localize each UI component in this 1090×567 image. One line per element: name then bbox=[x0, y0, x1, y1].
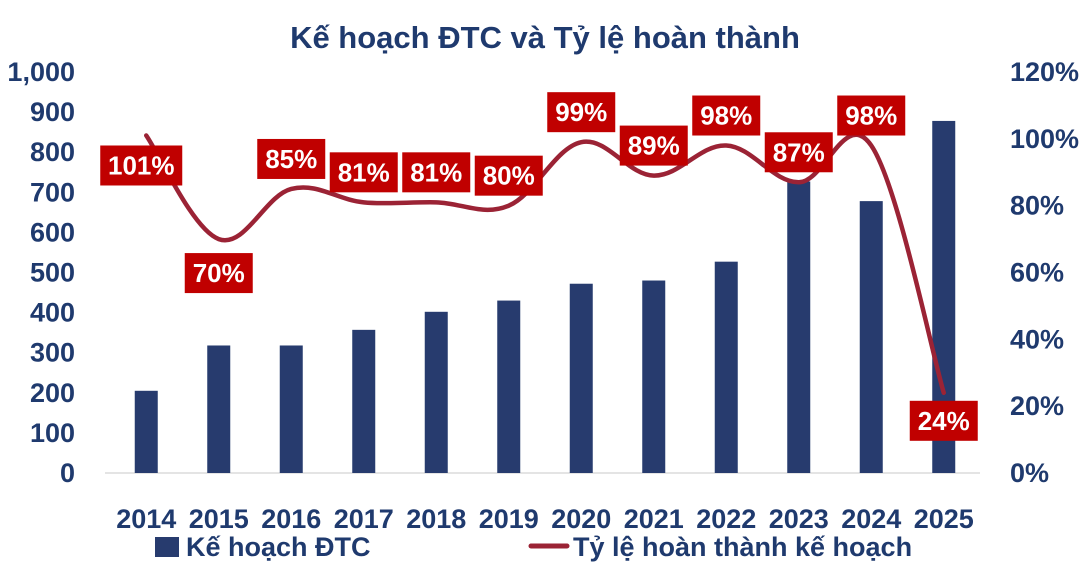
x-tick-label: 2015 bbox=[189, 504, 249, 534]
x-tick-label: 2014 bbox=[116, 504, 176, 534]
data-label-box bbox=[764, 132, 833, 173]
completion-rate-line bbox=[144, 132, 946, 396]
data-label-2023: 87% bbox=[764, 132, 833, 173]
data-label-text: 70% bbox=[193, 258, 245, 288]
data-label-text: 98% bbox=[845, 101, 897, 131]
data-label-text: 81% bbox=[338, 157, 390, 187]
data-label-text: 85% bbox=[265, 144, 317, 174]
data-label-box bbox=[692, 95, 761, 136]
y-right-tick-label: 100% bbox=[1010, 124, 1079, 154]
bar-2020 bbox=[569, 283, 593, 473]
x-tick-label: 2020 bbox=[551, 504, 611, 534]
data-label-text: 99% bbox=[555, 97, 607, 127]
y-axis-right: 0% 20% 40% 60% 80% 100% 120% bbox=[1010, 57, 1079, 488]
legend: Kế hoạch ĐTC Tỷ lệ hoàn thành kế hoạch bbox=[155, 532, 912, 562]
data-label-2024: 98% bbox=[837, 95, 906, 136]
x-tick-label: 2018 bbox=[406, 504, 466, 534]
data-label-box bbox=[402, 152, 471, 193]
y-left-tick-label: 500 bbox=[30, 258, 75, 288]
y-left-tick-label: 800 bbox=[30, 137, 75, 167]
data-label-2020: 99% bbox=[547, 92, 616, 133]
bar-2016 bbox=[279, 345, 303, 473]
data-label-box bbox=[547, 92, 616, 133]
data-label-text: 80% bbox=[483, 161, 535, 191]
bar-2025 bbox=[932, 120, 956, 473]
x-tick-label: 2016 bbox=[261, 504, 321, 534]
bar-2021 bbox=[642, 280, 666, 473]
x-tick-label: 2017 bbox=[334, 504, 394, 534]
data-label-2021: 89% bbox=[619, 125, 688, 166]
y-right-tick-label: 120% bbox=[1010, 57, 1079, 87]
data-label-box bbox=[909, 400, 978, 441]
y-right-tick-label: 80% bbox=[1010, 191, 1064, 221]
y-left-tick-label: 900 bbox=[30, 97, 75, 127]
x-axis: 2014 2015 2016 2017 2018 2019 2020 2021 2022 2023… bbox=[105, 472, 980, 534]
y-axis-left: 0 100 200 300 400 500 600 700 800 900 1,000 bbox=[7, 57, 75, 488]
data-label-box bbox=[100, 145, 183, 186]
y-left-tick-label: 100 bbox=[30, 418, 75, 448]
bar-2023 bbox=[787, 181, 811, 473]
data-label-2015: 70% bbox=[184, 253, 253, 294]
data-label-text: 87% bbox=[773, 137, 825, 167]
data-label-2014: 101% bbox=[100, 145, 183, 186]
data-label-box bbox=[329, 152, 398, 193]
y-left-tick-label: 400 bbox=[30, 298, 75, 328]
y-left-tick-label: 700 bbox=[30, 177, 75, 207]
legend-label-bar: Kế hoạch ĐTC bbox=[186, 532, 371, 562]
bar-2019 bbox=[497, 300, 521, 473]
bar-2024 bbox=[859, 201, 883, 473]
data-labels: 101% 70% 85% 81% 81% 80% 99% 89% 98% 87% 98% 24% bbox=[100, 92, 978, 441]
data-label-2016: 85% bbox=[257, 138, 326, 179]
data-label-2025: 24% bbox=[909, 400, 978, 441]
y-left-tick-label: 300 bbox=[30, 338, 75, 368]
legend-swatch-bar bbox=[155, 537, 179, 557]
bar-2017 bbox=[352, 329, 376, 473]
y-left-tick-label: 0 bbox=[60, 458, 75, 488]
data-label-box bbox=[184, 253, 253, 294]
data-label-text: 81% bbox=[410, 157, 462, 187]
data-label-text: 98% bbox=[700, 101, 752, 131]
y-right-tick-label: 0% bbox=[1010, 458, 1049, 488]
y-right-tick-label: 60% bbox=[1010, 258, 1064, 288]
data-label-2018: 81% bbox=[402, 152, 471, 193]
y-left-tick-label: 600 bbox=[30, 217, 75, 247]
data-label-2022: 98% bbox=[692, 95, 761, 136]
data-label-box bbox=[257, 138, 326, 179]
data-label-box bbox=[837, 95, 906, 136]
data-label-2019: 80% bbox=[474, 155, 543, 196]
data-label-text: 89% bbox=[628, 131, 680, 161]
bar-2014 bbox=[134, 390, 158, 473]
chart-title: Kế hoạch ĐTC và Tỷ lệ hoàn thành bbox=[290, 20, 800, 55]
data-label-2017: 81% bbox=[329, 152, 398, 193]
data-label-text: 24% bbox=[918, 406, 970, 436]
y-right-tick-label: 20% bbox=[1010, 391, 1064, 421]
y-right-tick-label: 40% bbox=[1010, 324, 1064, 354]
y-left-tick-label: 200 bbox=[30, 378, 75, 408]
legend-label-line: Tỷ lệ hoàn thành kế hoạch bbox=[573, 532, 912, 562]
data-label-box bbox=[619, 125, 688, 166]
line-series bbox=[144, 132, 946, 396]
x-tick-label: 2022 bbox=[696, 504, 756, 534]
x-tick-label: 2025 bbox=[914, 504, 974, 534]
data-label-box bbox=[474, 155, 543, 196]
bar-series bbox=[134, 120, 956, 473]
x-tick-label: 2024 bbox=[841, 504, 901, 534]
x-tick-label: 2023 bbox=[769, 504, 829, 534]
y-left-tick-label: 1,000 bbox=[7, 57, 75, 87]
bar-2018 bbox=[424, 311, 448, 473]
bar-2022 bbox=[714, 261, 738, 473]
data-label-text: 101% bbox=[108, 150, 175, 180]
x-tick-label: 2021 bbox=[624, 504, 684, 534]
x-tick-label: 2019 bbox=[479, 504, 539, 534]
bar-2015 bbox=[207, 345, 231, 473]
